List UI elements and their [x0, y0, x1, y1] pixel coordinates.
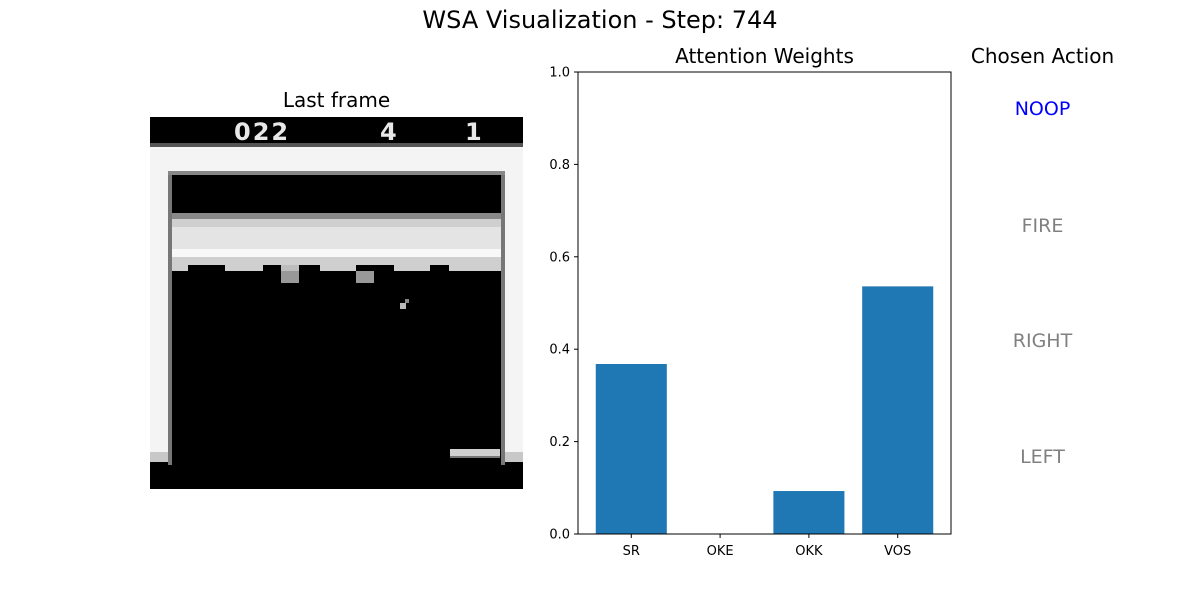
y-tick-label: 0.6 — [549, 250, 570, 265]
action-left: LEFT — [1020, 446, 1065, 468]
frame-level: 1 — [465, 118, 482, 146]
x-tick-label: OKE — [707, 544, 734, 559]
y-tick-label: 0.0 — [549, 528, 570, 543]
action-right: RIGHT — [1012, 330, 1073, 352]
y-tick-label: 0.2 — [549, 435, 570, 450]
x-tick-label: OKK — [795, 544, 823, 559]
last-frame-image: 022 4 1 — [150, 117, 523, 489]
plot-frame — [577, 71, 952, 535]
action-fire: FIRE — [1021, 215, 1064, 237]
chart-title: Attention Weights — [675, 44, 854, 68]
bar-sr — [595, 363, 667, 534]
attention-chart: 0.0 0.2 0.4 0.6 0.8 1.0 SR OKE OKK VOS — [549, 66, 952, 559]
figure-title: WSA Visualization - Step: 744 — [422, 6, 778, 34]
frame-score: 022 — [234, 118, 290, 146]
x-tick-label: VOS — [884, 544, 911, 559]
frame-lives: 4 — [380, 118, 397, 146]
x-tick-label: SR — [623, 544, 640, 559]
bar-okk — [773, 491, 845, 534]
bar-vos — [862, 286, 934, 534]
y-tick-label: 0.4 — [549, 343, 570, 358]
y-tick-label: 0.8 — [549, 158, 570, 173]
chosen-action-title: Chosen Action — [970, 44, 1115, 68]
y-tick-label: 1.0 — [549, 66, 570, 81]
action-noop: NOOP — [1014, 98, 1071, 120]
last-frame-title: Last frame — [282, 88, 391, 112]
